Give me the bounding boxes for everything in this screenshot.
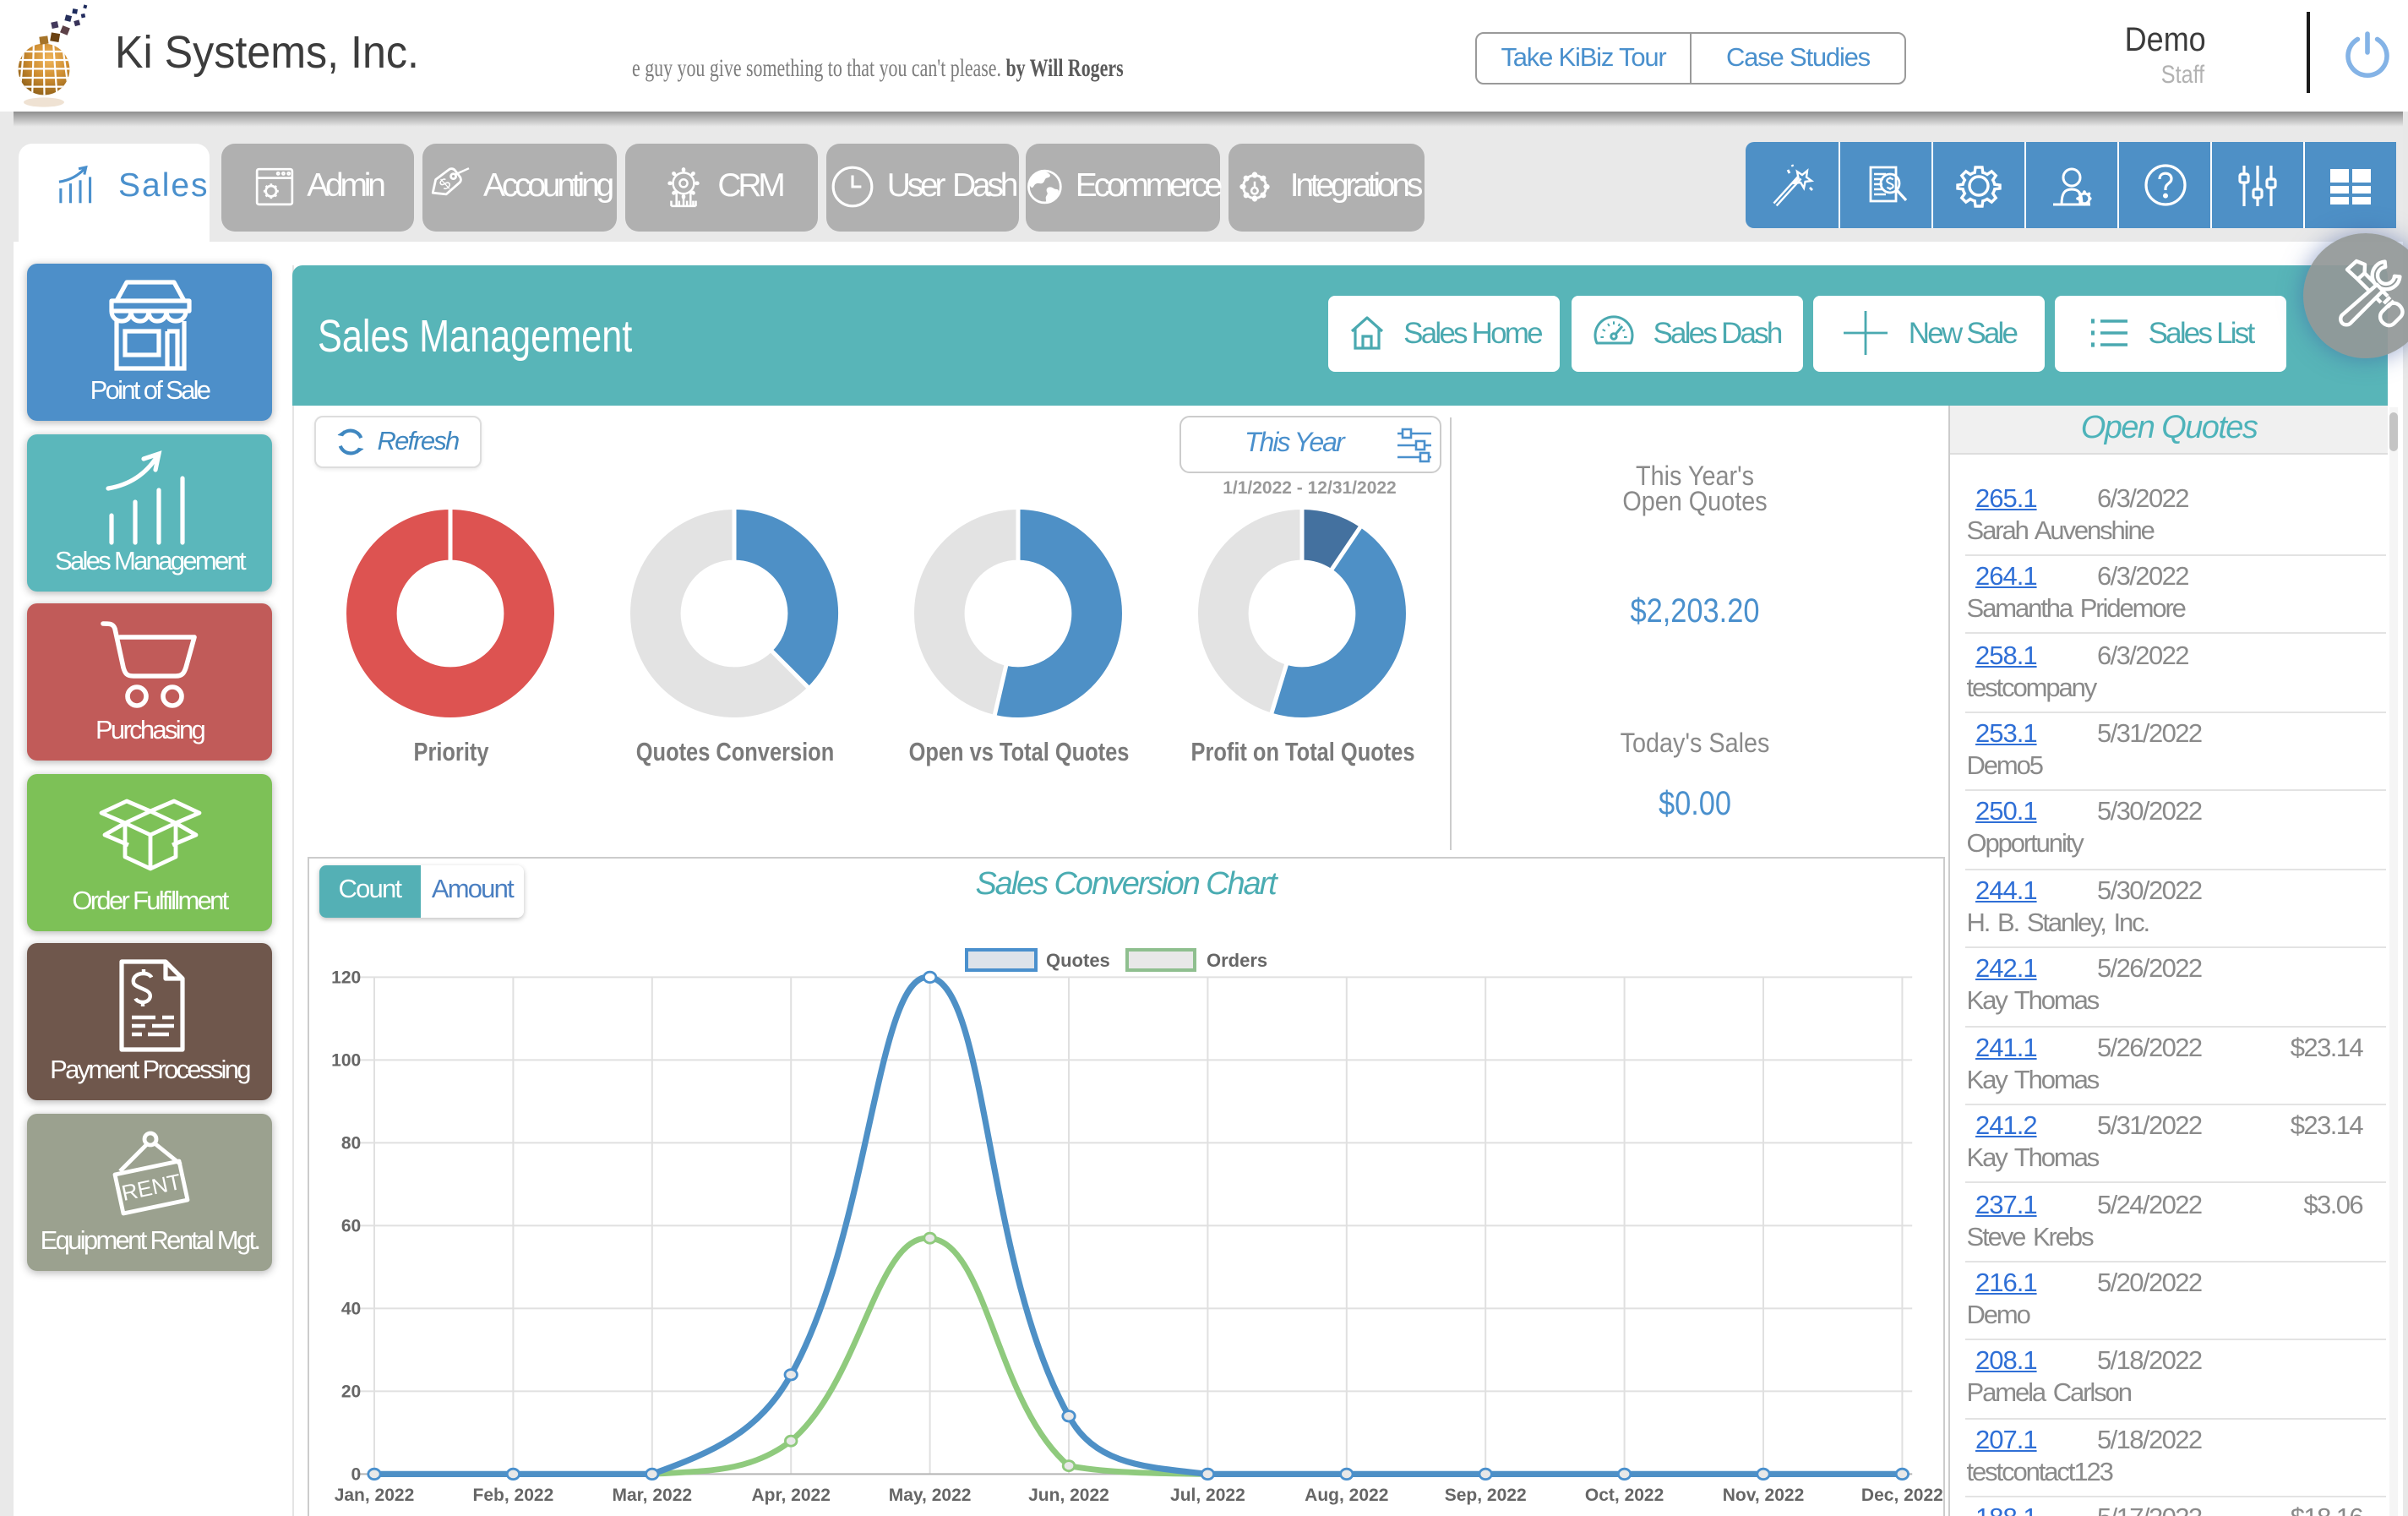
svg-text:60: 60: [341, 1216, 361, 1235]
svg-text:Aug, 2022: Aug, 2022: [1305, 1486, 1388, 1505]
svg-text:80: 80: [341, 1133, 361, 1153]
svg-text:40: 40: [341, 1299, 361, 1318]
svg-text:0: 0: [351, 1464, 362, 1484]
svg-text:Apr, 2022: Apr, 2022: [751, 1486, 830, 1505]
svg-text:120: 120: [331, 968, 361, 987]
svg-text:Mar, 2022: Mar, 2022: [613, 1486, 693, 1505]
svg-text:100: 100: [331, 1050, 361, 1070]
svg-text:Nov, 2022: Nov, 2022: [1723, 1486, 1805, 1505]
svg-text:20: 20: [341, 1382, 361, 1401]
svg-text:Oct, 2022: Oct, 2022: [1585, 1486, 1664, 1505]
svg-text:Dec, 2022: Dec, 2022: [1861, 1486, 1943, 1505]
svg-text:Jul, 2022: Jul, 2022: [1170, 1486, 1245, 1505]
svg-text:Feb, 2022: Feb, 2022: [473, 1486, 554, 1505]
svg-text:Sep, 2022: Sep, 2022: [1445, 1486, 1527, 1505]
svg-text:May, 2022: May, 2022: [889, 1486, 972, 1505]
svg-text:Jun, 2022: Jun, 2022: [1028, 1486, 1109, 1505]
svg-text:Jan, 2022: Jan, 2022: [335, 1486, 415, 1505]
